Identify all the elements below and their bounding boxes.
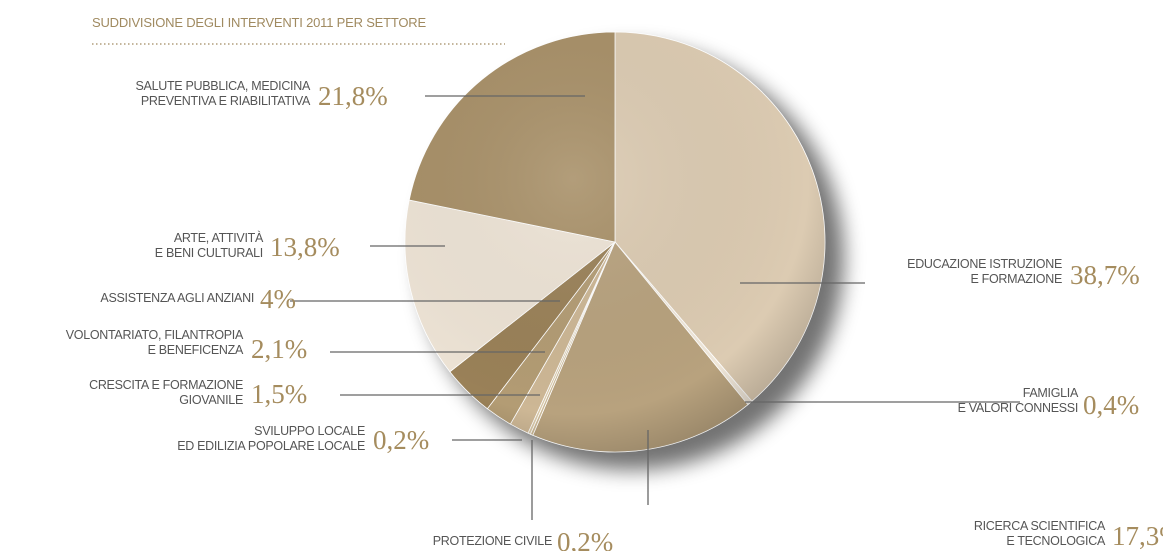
slice-name: ASSISTENZA AGLI ANZIANI xyxy=(100,291,254,305)
slice-name: PROTEZIONE CIVILE xyxy=(433,534,552,548)
slice-name: PREVENTIVA E RIABILITATIVA xyxy=(141,94,311,108)
slice-value-label: 4% xyxy=(260,284,296,314)
slice-name: FAMIGLIA xyxy=(1023,386,1079,400)
slice-value-label: 38,7% xyxy=(1070,260,1140,290)
slice-name: RICERCA SCIENTIFICA xyxy=(974,519,1106,533)
slice-name: E BENI CULTURALI xyxy=(155,246,263,260)
chart-title: SUDDIVISIONE DEGLI INTERVENTI 2011 PER S… xyxy=(92,15,426,30)
slice-value-label: 2,1% xyxy=(251,334,307,364)
slice-name: SALUTE PUBBLICA, MEDICINA xyxy=(136,79,311,93)
slice-value-label: 13,8% xyxy=(270,232,340,262)
slice-value-label: 17,3% xyxy=(1112,521,1163,551)
slice-name: ED EDILIZIA POPOLARE LOCALE xyxy=(177,439,365,453)
slice-name: E VALORI CONNESSI xyxy=(958,401,1078,415)
slice-name: E BENEFICENZA xyxy=(148,343,244,357)
slice-value-label: 21,8% xyxy=(318,81,388,111)
slice-name: ARTE, ATTIVITÀ xyxy=(174,230,264,245)
slice-value-label: 0,4% xyxy=(1083,390,1139,420)
slice-name: GIOVANILE xyxy=(179,393,243,407)
slice-value-label: 1,5% xyxy=(251,379,307,409)
slice-value-label: 0,2% xyxy=(373,425,429,455)
pie xyxy=(404,31,826,453)
slice-name: SVILUPPO LOCALE xyxy=(254,424,365,438)
slice-name: E TECNOLOGICA xyxy=(1006,534,1106,548)
slice-name: VOLONTARIATO, FILANTROPIA xyxy=(66,328,244,342)
slice-name: EDUCAZIONE ISTRUZIONE xyxy=(907,257,1062,271)
slice-name: CRESCITA E FORMAZIONE xyxy=(89,378,243,392)
slice-value-label: 0,2% xyxy=(557,527,613,551)
slice-name: E FORMAZIONE xyxy=(970,272,1062,286)
